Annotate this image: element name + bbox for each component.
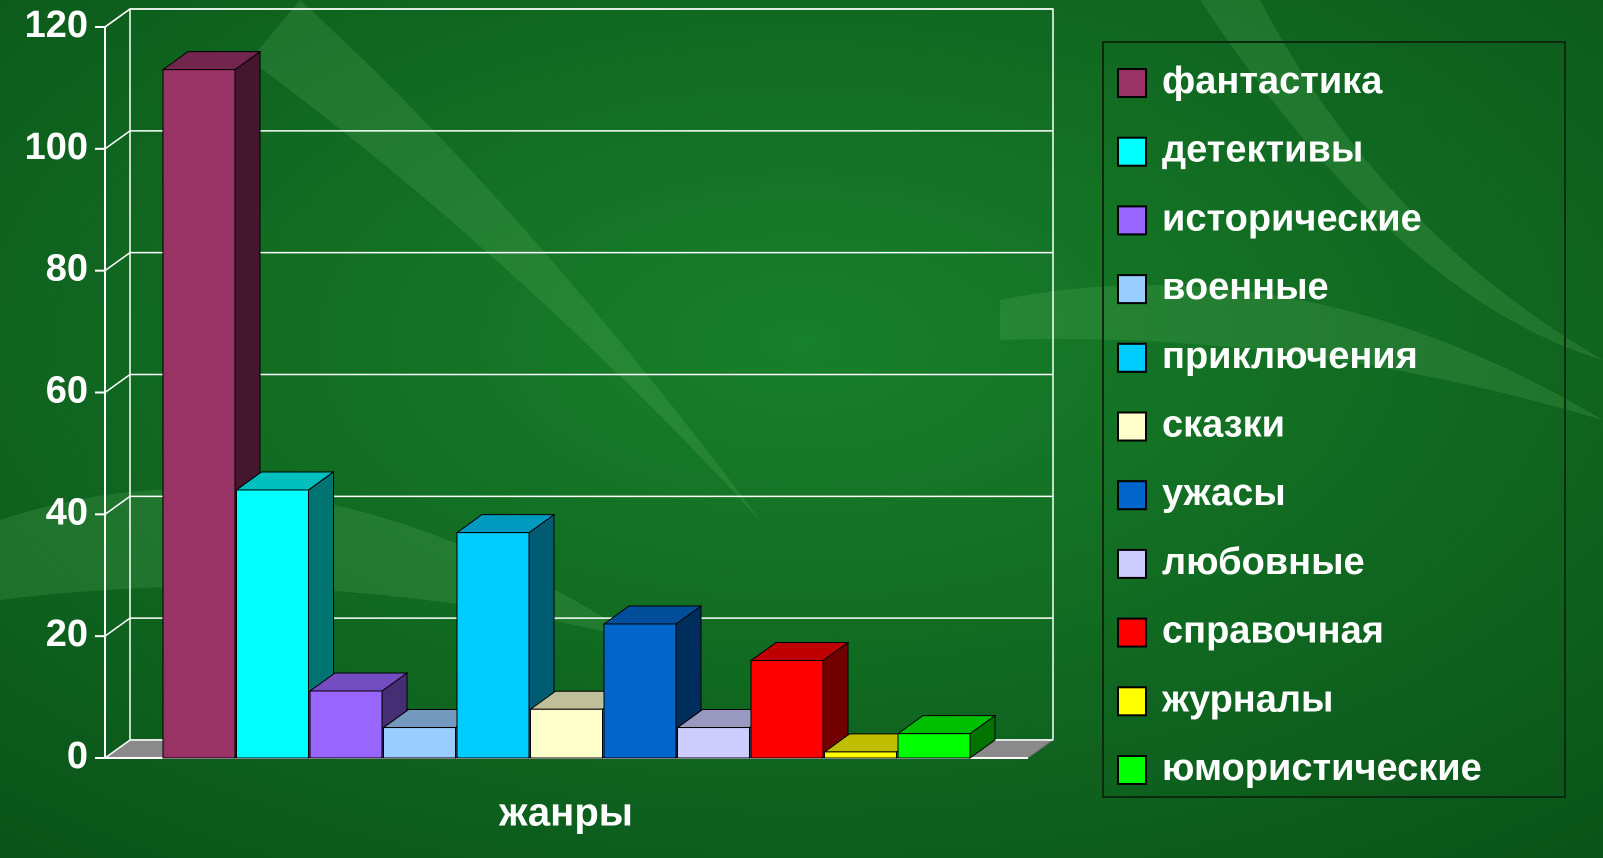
- bar-front: [236, 489, 309, 759]
- legend-swatch: [1117, 68, 1147, 98]
- legend-swatch: [1117, 686, 1147, 717]
- bar-front: [162, 69, 236, 759]
- grid-line-side: [104, 8, 131, 28]
- legend-swatch: [1117, 480, 1147, 511]
- bar-front: [383, 727, 456, 759]
- legend-label: исторические: [1162, 197, 1422, 239]
- legend-label: детективы: [1162, 129, 1363, 171]
- y-tick-label: 20: [46, 613, 88, 655]
- bar-front: [530, 708, 603, 759]
- legend-swatch: [1117, 342, 1147, 373]
- legend-label: журналы: [1161, 678, 1333, 720]
- legend-swatch: [1117, 205, 1147, 236]
- legend-label: сказки: [1162, 404, 1285, 446]
- bar-front: [456, 532, 530, 759]
- bar-front: [824, 751, 897, 759]
- legend-swatch: [1117, 548, 1147, 579]
- legend-swatch: [1117, 274, 1147, 305]
- y-tick-label: 120: [25, 4, 88, 46]
- bar-front: [309, 690, 383, 759]
- legend-label: фантастика: [1162, 60, 1383, 102]
- legend-label: юмористические: [1162, 747, 1482, 789]
- grid-line-side: [104, 495, 131, 515]
- bar-front: [897, 733, 971, 759]
- legend-swatch: [1117, 617, 1147, 648]
- legend-label: приключения: [1162, 335, 1418, 377]
- y-tick-label: 60: [46, 370, 88, 412]
- grid-line-side: [104, 130, 131, 150]
- legend-label: любовные: [1162, 541, 1365, 583]
- legend-label: ужасы: [1162, 472, 1286, 514]
- grid-line-side: [104, 617, 131, 637]
- bar-front: [677, 727, 750, 759]
- grid-line-side: [104, 373, 131, 394]
- legend-swatch: [1117, 136, 1147, 167]
- grid-line-side: [104, 739, 131, 759]
- legend-box: [1102, 41, 1566, 798]
- legend-label: военные: [1162, 266, 1329, 308]
- bar: [749, 641, 850, 759]
- y-tick-label: 80: [46, 248, 88, 290]
- x-category-label: жанры: [498, 791, 633, 835]
- bar: [234, 470, 336, 759]
- bar-front: [603, 623, 677, 759]
- plot-area: 0 20 40 60 80 100 120 жанры: [25, 4, 1055, 835]
- legend: фантастика детективы исторические военные пр…: [1117, 60, 1482, 789]
- y-tick-label: 0: [67, 735, 88, 777]
- bar: [602, 605, 703, 759]
- y-tick-label: 40: [46, 491, 88, 533]
- bar-front: [750, 660, 824, 759]
- y-tick-label: 100: [25, 126, 88, 168]
- legend-swatch: [1117, 755, 1147, 785]
- grid-line-side: [104, 252, 131, 272]
- bar: [896, 714, 997, 759]
- legend-label: справочная: [1162, 610, 1384, 652]
- legend-swatch: [1117, 411, 1147, 442]
